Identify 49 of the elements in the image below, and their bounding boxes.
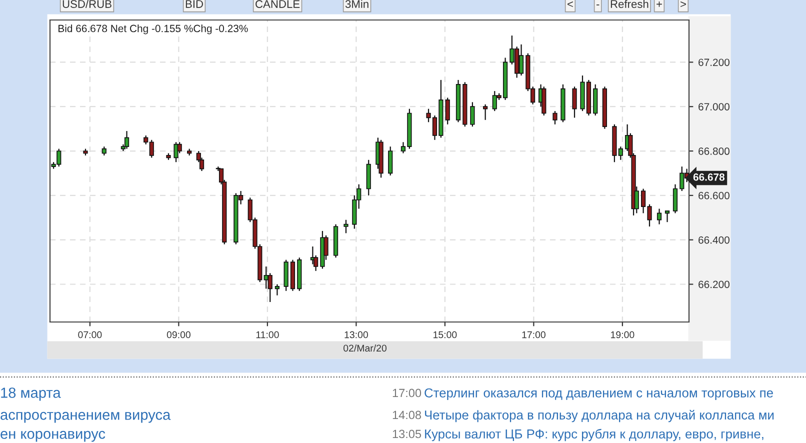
y-tick-label: 66.400	[698, 236, 730, 244]
y-tick-label: 66.600	[698, 192, 730, 200]
text: Курсы валют ЦБ РФ: курс рубля к доллару, евро, гривне,	[425, 428, 764, 442]
x-tick-label: 09:00	[166, 331, 190, 338]
candlestick	[388, 146, 393, 176]
candlestick	[274, 284, 280, 296]
text: BID	[186, 0, 203, 8]
x-tick-label: 07:00	[78, 331, 102, 338]
candlestick	[470, 102, 475, 128]
candlestick	[445, 97, 450, 125]
text: -	[596, 4, 600, 6]
candlestick	[672, 184, 678, 214]
x-tick-label: 15:00	[434, 331, 457, 338]
text: 17:00	[392, 388, 422, 398]
y-tick-label: 67.000	[698, 103, 730, 110]
text: 14:08	[392, 410, 422, 420]
text: 3Min	[345, 0, 368, 8]
text: USD/RUB	[62, 0, 112, 8]
text: 13:05	[392, 430, 422, 438]
candlestick	[664, 210, 670, 223]
candlestick	[552, 110, 558, 125]
candlestick	[174, 142, 178, 163]
text: Стерлинг оказался под давлением с началом торговых пе	[424, 388, 773, 400]
text: CANDLE	[256, 0, 300, 8]
y-tick-label: 67.200	[698, 58, 730, 66]
x-tick-label: 19:00	[611, 331, 634, 338]
x-tick-label: 17:00	[522, 331, 546, 338]
candlestick	[344, 219, 348, 234]
chart-title: Bid 66.678 Net Chg -0.155 %Chg -0.23%	[58, 24, 248, 34]
text: <	[568, 1, 573, 8]
x-tick-label: 13:00	[344, 331, 368, 338]
candlestick	[572, 86, 577, 118]
text: ен коронавирус	[0, 430, 106, 442]
text: 18 марта	[1, 388, 61, 401]
x-axis-title: 02/Mar/20	[343, 344, 387, 352]
candlestick	[518, 44, 524, 76]
text: 66.678	[693, 173, 725, 181]
candlestick	[124, 130, 130, 150]
y-tick-label: 66.800	[698, 148, 730, 155]
text: Четыре фактора в пользу доллара на случай коллапса ми	[425, 410, 774, 422]
y-tick-label: 66.200	[698, 280, 730, 288]
candlestick	[177, 142, 182, 154]
candlestick	[656, 208, 662, 225]
text: аспространением вируса	[0, 412, 171, 423]
candlestick	[483, 104, 488, 120]
x-tick-label: 11:00	[256, 331, 279, 338]
text: Refresh	[610, 0, 648, 8]
text: +	[656, 1, 662, 7]
text: >	[680, 1, 686, 8]
